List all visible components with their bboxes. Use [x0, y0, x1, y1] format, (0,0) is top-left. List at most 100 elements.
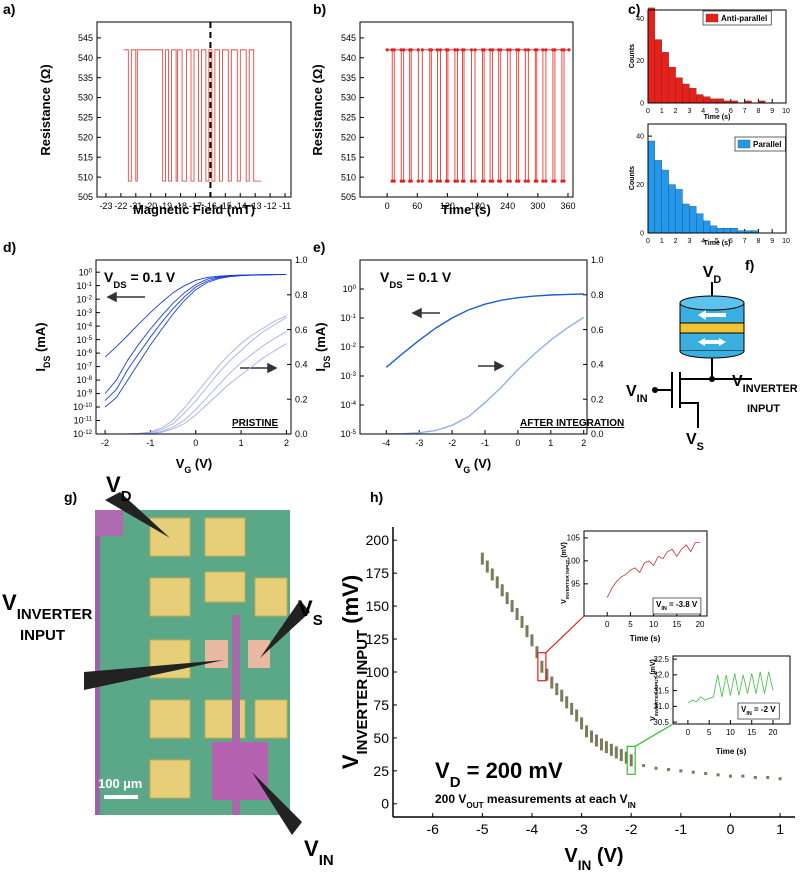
histogram-bar — [661, 52, 669, 104]
y-tick-label: 100 — [343, 284, 357, 295]
text-part: V — [564, 845, 578, 867]
text-part: 10 — [341, 313, 351, 323]
subscript: DS — [42, 356, 52, 368]
chart-panel: e)-4 -3 -2 -1 0 1 210-510-410-310-210-11000.00… — [313, 239, 624, 475]
x-tick-label: 20 — [769, 728, 778, 737]
x-tick-label: -19 — [159, 201, 172, 211]
y-tick-label: 535 — [78, 73, 93, 83]
data-point — [523, 179, 527, 183]
x-tick-label: 180 — [470, 201, 485, 211]
y-axis-title: VINVERTER INPUT (mV) — [650, 659, 660, 721]
x-tick-label: -21 — [129, 201, 142, 211]
data-point — [562, 48, 566, 52]
mtj-top — [679, 295, 745, 311]
vd-label: VD — [703, 264, 722, 286]
text-part: 10 — [77, 308, 87, 318]
subscript: IN — [578, 858, 592, 873]
data-point — [453, 48, 457, 52]
text-part: V — [104, 269, 114, 285]
y-tick-label: 530 — [341, 93, 356, 103]
x-tick-label: 0 — [605, 620, 610, 629]
y-tick-label: 10-9 — [77, 388, 93, 399]
y-tick-label: 540 — [341, 53, 356, 63]
scale-bar-label: 100 µm — [98, 776, 142, 791]
subscript: IN — [637, 393, 648, 405]
data-point — [540, 660, 544, 673]
data-point — [505, 592, 509, 605]
data-point — [409, 179, 413, 183]
histogram-bar — [716, 228, 725, 234]
y-tick-label: 25 — [373, 763, 389, 779]
x-tick-label: 15 — [672, 620, 681, 629]
data-point — [455, 48, 460, 52]
data-point — [555, 683, 559, 696]
data-point — [517, 179, 521, 183]
data-point — [517, 48, 521, 52]
y-tick-label: 520 — [78, 132, 93, 142]
data-point — [499, 48, 503, 52]
text-part: = 200 mV — [461, 758, 563, 783]
y-tick-label: 505 — [341, 192, 356, 202]
superscript: -5 — [351, 429, 357, 436]
y-tick-label: 540 — [78, 53, 93, 63]
x-tick-label: 360 — [560, 201, 575, 211]
plot-frame — [583, 530, 708, 617]
data-point — [666, 768, 670, 772]
x-tick-label: 0 — [193, 438, 198, 448]
x-tick-label: 5 — [715, 238, 719, 245]
y-tick-label: 32.0 — [653, 671, 669, 680]
y-tick-label: 150 — [366, 598, 390, 614]
superscript: 0 — [353, 284, 357, 291]
text-part: (V) — [591, 845, 623, 867]
text-part: V — [656, 600, 662, 609]
data-point — [473, 179, 477, 183]
text-part: 10 — [77, 375, 87, 385]
data-point — [508, 179, 512, 183]
x-tick-label: 7 — [743, 238, 747, 245]
x-tick-label: 4 — [701, 108, 705, 115]
histogram-bar — [682, 203, 690, 234]
superscript: -3 — [87, 307, 93, 314]
y-tick-label: 10-5 — [341, 429, 357, 440]
y-tick-label: 505 — [78, 192, 93, 202]
data-point — [545, 668, 549, 681]
data-point — [580, 717, 584, 730]
data-point — [490, 568, 494, 581]
vinverter-label: VINVERTER — [732, 373, 798, 395]
x-tick-label: 1 — [660, 108, 664, 115]
pointer — [252, 772, 302, 835]
x-tick-label: 300 — [530, 201, 545, 211]
data-point — [488, 179, 492, 183]
data-line — [104, 274, 287, 401]
x-tick-label: 2 — [581, 438, 586, 448]
data-point — [429, 48, 433, 52]
data-point — [741, 774, 745, 778]
annotation-box — [737, 702, 780, 720]
data-point — [766, 775, 770, 779]
histogram-bar — [682, 83, 690, 104]
x-tick-label: -20 — [144, 201, 157, 211]
pad — [254, 577, 288, 617]
superscript: -1 — [351, 313, 357, 320]
y-axis-title: VINVERTER INPUT (mV) — [338, 575, 371, 769]
data-point — [399, 48, 403, 52]
text-part: 10 — [73, 429, 83, 439]
histogram-bar — [696, 213, 704, 234]
subscript: INVERTER INPUT — [565, 560, 571, 600]
y-tick-label: 525 — [341, 113, 356, 123]
data-point — [482, 48, 486, 52]
data-point — [619, 749, 623, 762]
data-point — [453, 179, 457, 183]
pointer — [260, 600, 310, 658]
histogram-bar — [654, 160, 662, 234]
subscript: S — [697, 441, 704, 453]
x-tick-label: -1 — [675, 821, 688, 837]
data-point — [590, 730, 594, 743]
x-tick-label: 9 — [770, 238, 774, 245]
data-point — [629, 754, 633, 767]
x-tick-label: -13 — [249, 201, 262, 211]
data-point — [704, 772, 708, 775]
mtj-barrier — [679, 322, 745, 334]
data-point — [392, 179, 396, 183]
y2-tick-label: 0.8 — [295, 290, 308, 300]
